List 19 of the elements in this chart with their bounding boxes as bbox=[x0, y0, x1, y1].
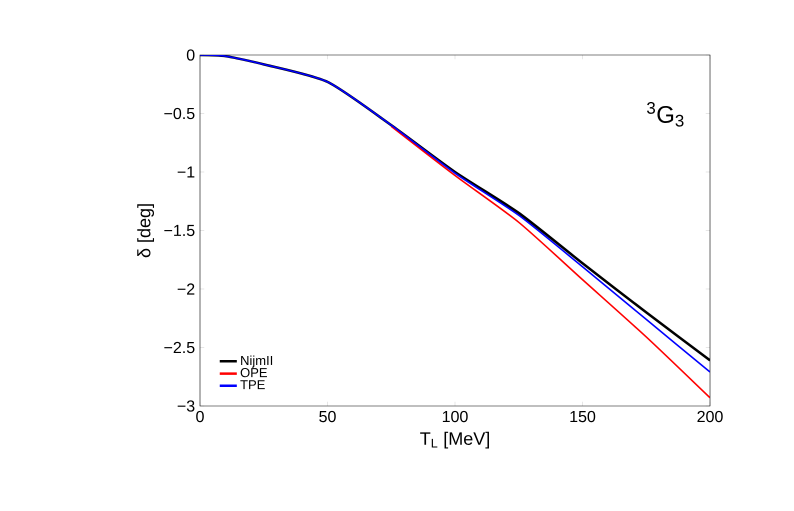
y-tick-label: −1 bbox=[178, 166, 194, 178]
x-tick-label: 50 bbox=[319, 410, 336, 422]
legend-label: TPE bbox=[240, 380, 265, 390]
y-tick-label: −1.5 bbox=[164, 224, 194, 236]
y-tick-label: −0.5 bbox=[164, 108, 194, 120]
x-axis-title: T$_{L}$ [MeV] bbox=[420, 432, 489, 448]
annotation: $^{3}$G$_{3}$ bbox=[647, 102, 684, 127]
x-tick-label: 100 bbox=[442, 410, 468, 422]
y-tick-label: −2 bbox=[178, 283, 194, 295]
x-tick-label: 200 bbox=[697, 410, 723, 422]
x-tick-label: 0 bbox=[196, 410, 204, 422]
legend-label: NijmII bbox=[241, 356, 272, 368]
legend-label: OPE bbox=[240, 368, 267, 378]
y-tick-label: −3 bbox=[178, 400, 194, 412]
y-axis-title: δ [deg] bbox=[137, 204, 154, 258]
x-tick-label: 150 bbox=[570, 410, 596, 422]
y-tick-label: 0 bbox=[186, 49, 195, 61]
y-tick-label: −2.5 bbox=[164, 342, 194, 354]
line-series bbox=[390, 126, 710, 399]
